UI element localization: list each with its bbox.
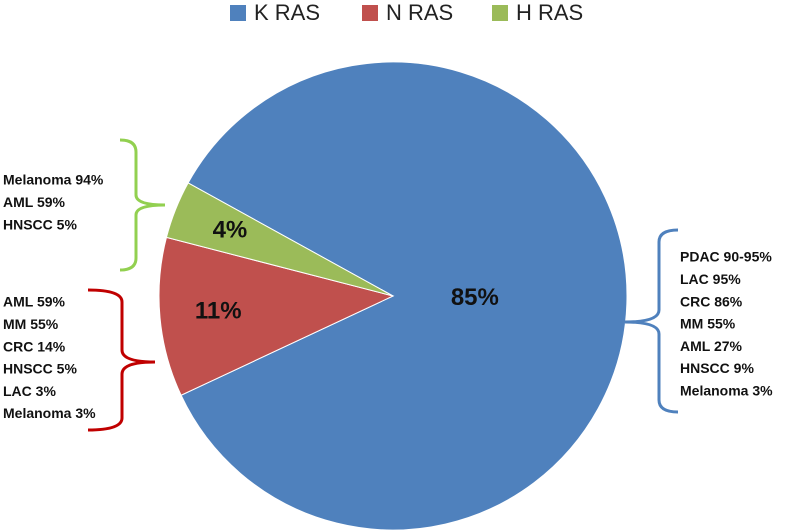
- value-label: 4%: [213, 216, 248, 243]
- bracket: [119, 138, 166, 272]
- annotation: AML 59%: [3, 194, 66, 210]
- annotation: AML 59%: [3, 294, 66, 310]
- annotation: Melanoma 3%: [3, 405, 96, 421]
- legend-label: N RAS: [386, 0, 453, 25]
- annotation: Melanoma 3%: [680, 383, 773, 399]
- pie-slice: [180, 61, 628, 530]
- annotation: HNSCC 9%: [680, 360, 754, 376]
- annotation: LAC 95%: [680, 271, 741, 287]
- pie-slice: [158, 236, 395, 396]
- annotation: MM 55%: [3, 316, 59, 332]
- legend-swatch: [230, 5, 246, 21]
- value-label: 11%: [195, 298, 242, 325]
- legend-label: K RAS: [254, 0, 320, 25]
- bracket: [624, 228, 679, 414]
- value-label: 85%: [451, 284, 499, 311]
- annotation: Melanoma 94%: [3, 172, 104, 188]
- annotation: CRC 14%: [3, 338, 66, 354]
- legend-swatch: [492, 5, 508, 21]
- pie-slice: [165, 182, 394, 297]
- annotation: AML 27%: [680, 338, 743, 354]
- annotation: HNSCC 5%: [3, 216, 77, 232]
- annotation: HNSCC 5%: [3, 361, 77, 377]
- annotation: LAC 3%: [3, 383, 56, 399]
- legend-swatch: [362, 5, 378, 21]
- brackets: [87, 138, 679, 432]
- annotation: MM 55%: [680, 316, 736, 332]
- annotation: PDAC 90-95%: [680, 249, 772, 265]
- legend-label: H RAS: [516, 0, 583, 25]
- annotation: CRC 86%: [680, 293, 743, 309]
- bracket: [87, 288, 156, 432]
